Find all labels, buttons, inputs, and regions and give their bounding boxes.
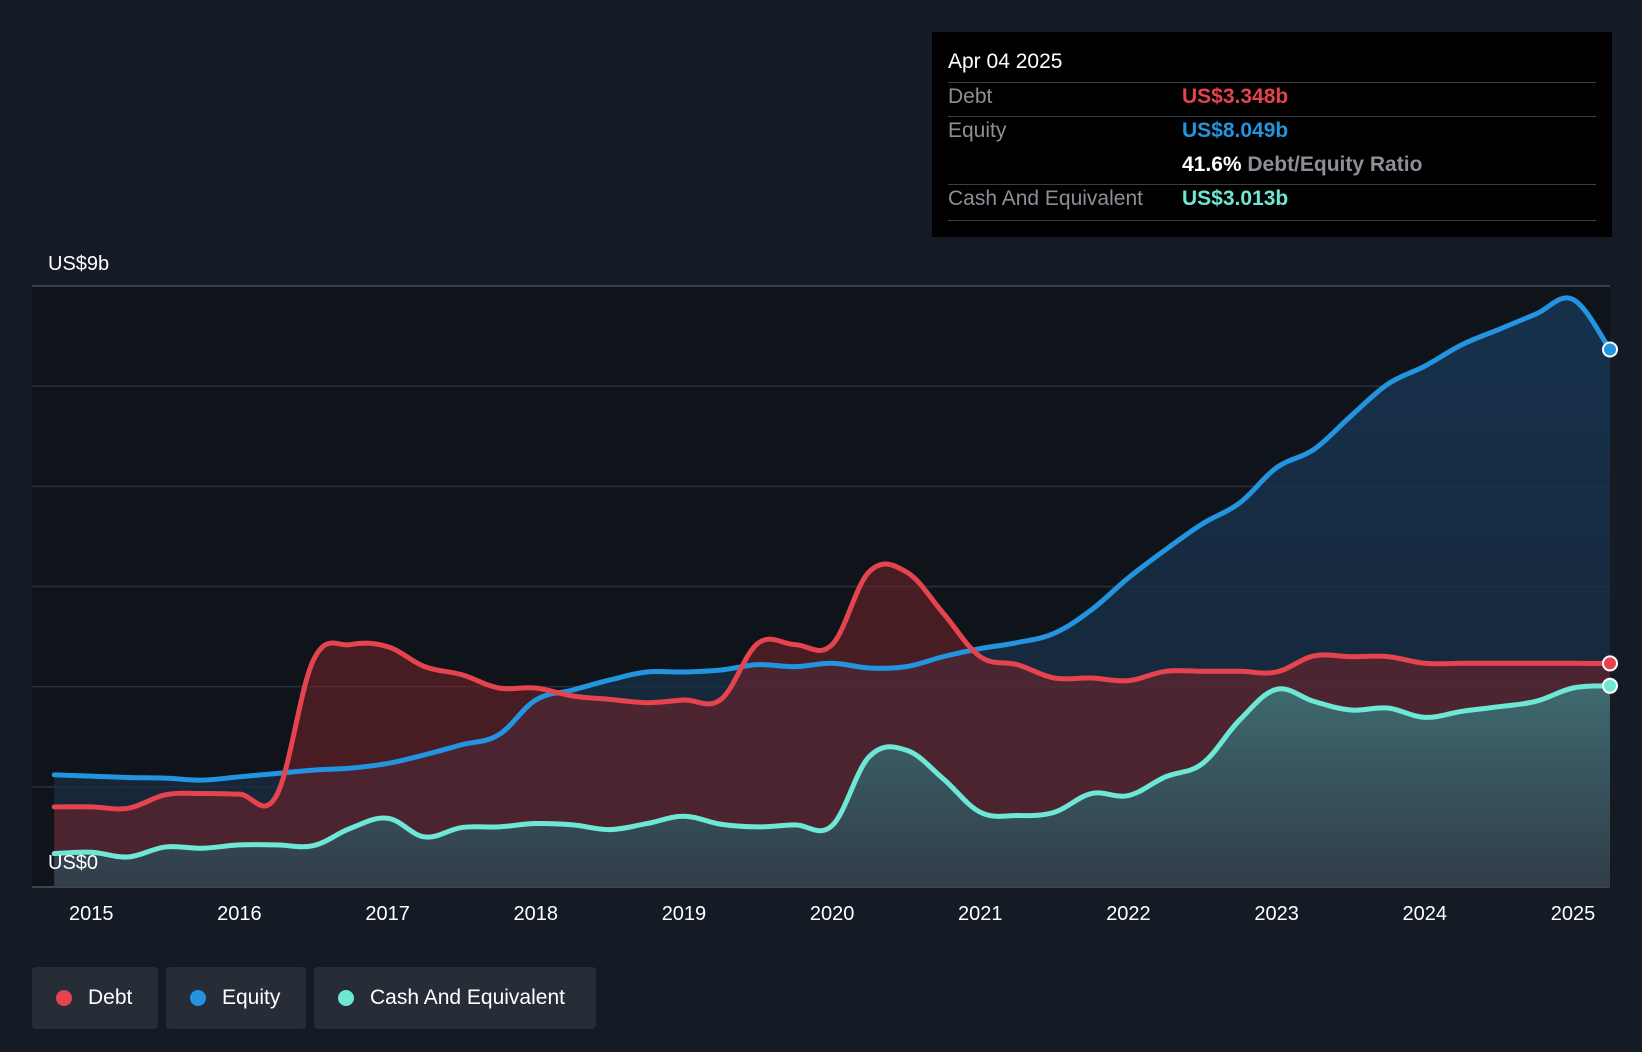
x-tick-label: 2016: [217, 903, 262, 925]
tooltip-ratio-label: Debt/Equity Ratio: [1247, 153, 1423, 176]
x-tick-label: 2023: [1254, 903, 1299, 925]
legend-label: Debt: [88, 986, 133, 1009]
debt-line: [51, 561, 1613, 812]
x-tick-label: 2017: [365, 903, 410, 925]
equity-endpoint-marker[interactable]: [1602, 341, 1618, 358]
tooltip-ratio: 41.6% Debt/Equity Ratio: [1182, 153, 1422, 177]
tooltip-debt-value: US$3.348b: [1182, 85, 1289, 108]
legend-item-equity[interactable]: Equity: [166, 967, 306, 1029]
equity-dot-icon: [190, 990, 206, 1006]
cash-and-equivalent-endpoint-marker[interactable]: [1602, 677, 1618, 694]
tooltip-equity-value: US$8.049b: [1182, 119, 1289, 142]
legend-item-debt[interactable]: Debt: [32, 967, 158, 1029]
tooltip-debt-label: Debt: [948, 85, 993, 108]
tooltip-panel: Apr 04 2025 Debt US$3.348b Equity US$8.0…: [932, 32, 1612, 237]
cash-dot-icon: [338, 990, 354, 1006]
legend-item-cash[interactable]: Cash And Equivalent: [314, 967, 596, 1029]
legend-label: Cash And Equivalent: [370, 986, 565, 1009]
debt-endpoint-marker[interactable]: [1602, 655, 1618, 672]
tooltip-divider: [948, 220, 1596, 221]
tooltip-cash-label: Cash And Equivalent: [948, 187, 1143, 210]
tooltip-cash-value: US$3.013b: [1182, 187, 1289, 210]
tooltip-divider: [948, 82, 1596, 83]
tooltip-ratio-value: 41.6%: [1182, 153, 1242, 176]
legend-label: Equity: [222, 986, 281, 1009]
y-axis-bottom-label: US$0: [48, 852, 98, 874]
y-axis-top-label: US$9b: [48, 253, 109, 275]
debt-dot-icon: [56, 990, 72, 1006]
equity-line: [51, 295, 1613, 783]
tooltip-divider: [948, 116, 1596, 117]
x-tick-label: 2015: [69, 903, 114, 925]
x-tick-label: 2025: [1551, 903, 1596, 925]
cash-and-equivalent-area: [54, 685, 1610, 887]
tooltip-date: Apr 04 2025: [948, 50, 1063, 73]
x-tick-label: 2021: [958, 903, 1003, 925]
x-tick-label: 2024: [1403, 903, 1448, 925]
x-tick-label: 2020: [810, 903, 855, 925]
x-tick-label: 2019: [662, 903, 707, 925]
tooltip-equity-label: Equity: [948, 119, 1007, 142]
tooltip-divider: [948, 184, 1596, 185]
x-tick-label: 2018: [514, 903, 559, 925]
cash-and-equivalent-line: [51, 683, 1613, 860]
x-tick-label: 2022: [1106, 903, 1151, 925]
